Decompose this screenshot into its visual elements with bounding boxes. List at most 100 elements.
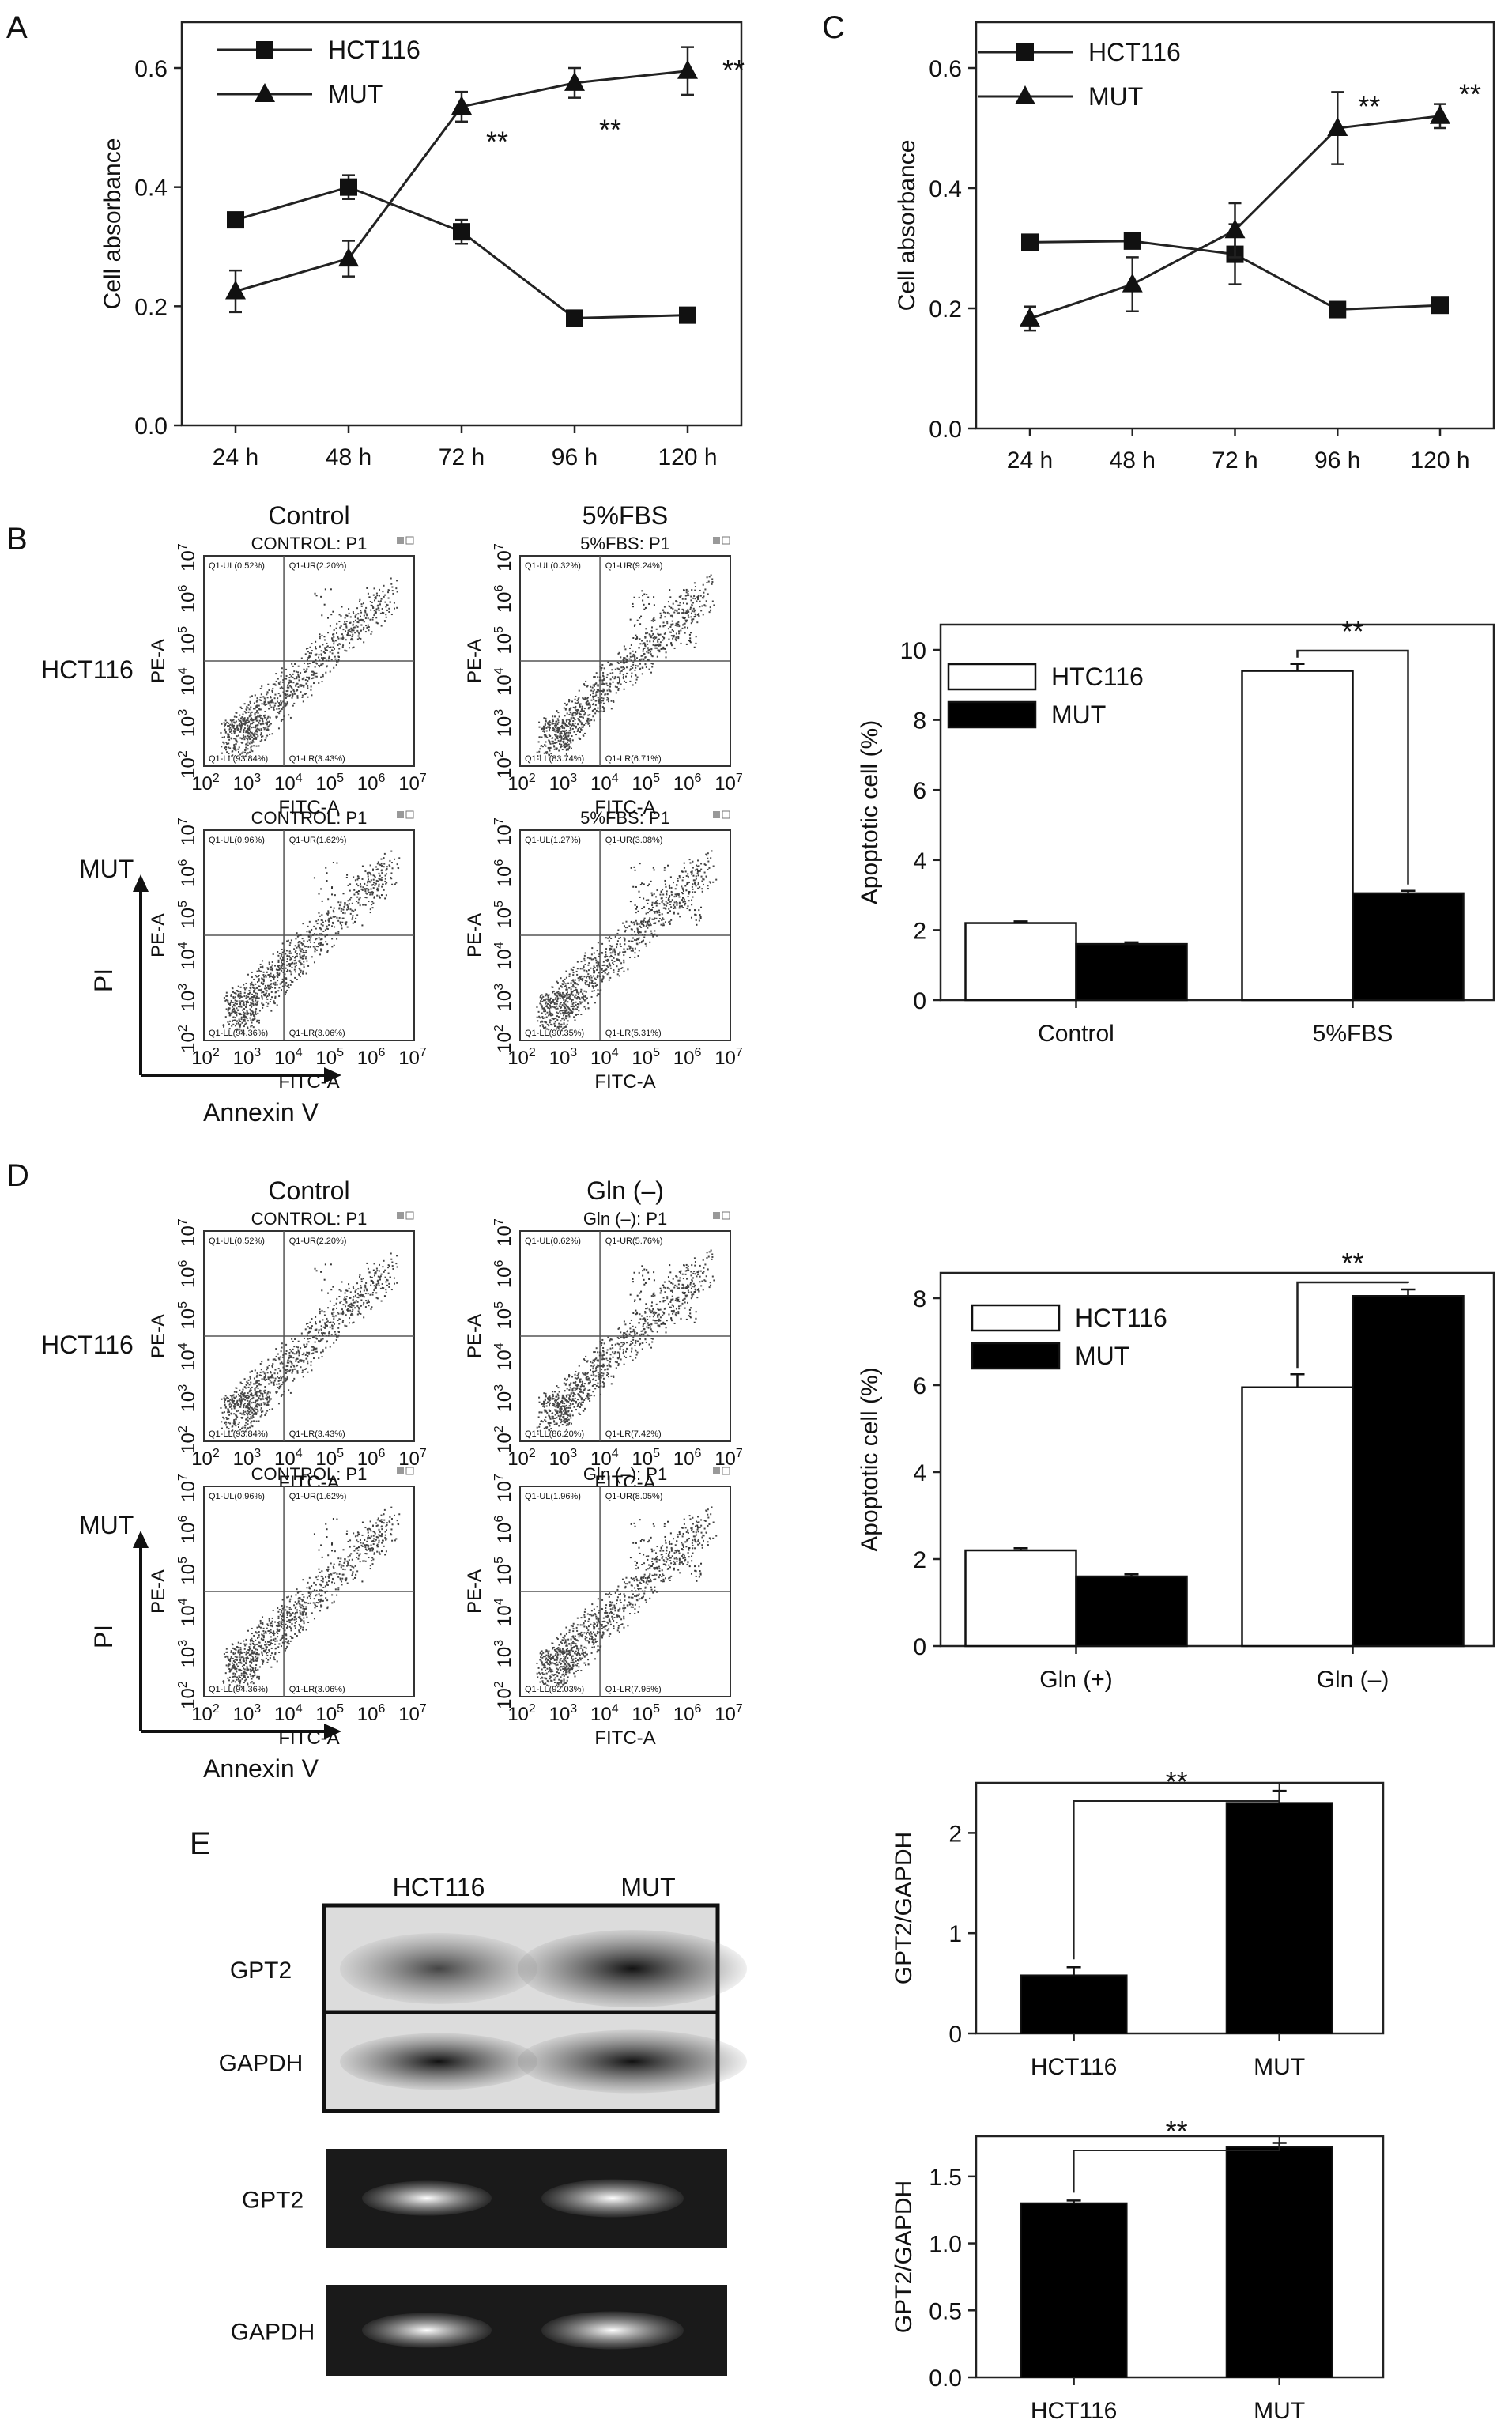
event-dot [540, 1003, 542, 1006]
event-dot [643, 906, 646, 908]
event-dot [266, 691, 269, 693]
event-dot [356, 625, 359, 628]
event-dot [282, 956, 285, 958]
event-dot [354, 632, 356, 634]
event-dot [339, 923, 341, 925]
event-dot [271, 689, 273, 692]
event-dot [239, 1002, 242, 1004]
event-dot [275, 716, 277, 719]
event-dot [364, 1286, 367, 1289]
event-dot [645, 945, 647, 947]
event-dot [243, 1014, 246, 1017]
x-tick-label: 96 h [552, 444, 598, 470]
event-dot [378, 883, 380, 885]
event-dot [582, 707, 584, 709]
event-dot [238, 1422, 240, 1424]
event-dot [300, 684, 303, 686]
event-dot [680, 595, 682, 597]
event-dot [538, 736, 541, 738]
event-dot [253, 702, 255, 704]
event-dot [377, 600, 379, 602]
event-dot [705, 853, 707, 855]
event-dot [333, 1323, 335, 1325]
event-dot [370, 1308, 372, 1311]
event-dot [660, 890, 662, 893]
event-dot [579, 715, 581, 718]
event-dot [575, 983, 578, 985]
event-dot [281, 957, 284, 959]
event-dot [352, 922, 354, 924]
event-dot [322, 1326, 325, 1328]
event-dot [625, 920, 628, 923]
event-dot [224, 728, 226, 731]
event-dot [266, 729, 268, 731]
event-dot [636, 619, 639, 621]
event-dot [225, 995, 228, 997]
event-dot [639, 896, 641, 898]
event-dot [673, 912, 675, 915]
event-dot [285, 970, 288, 972]
event-dot [292, 676, 294, 678]
event-dot [306, 659, 308, 661]
event-dot [270, 1010, 273, 1012]
event-dot [564, 1013, 566, 1015]
event-dot [553, 1025, 556, 1027]
event-dot [559, 742, 561, 745]
quadrant-ur-label: Q1-UR(2.20%) [289, 561, 347, 571]
event-dot [541, 736, 543, 738]
event-dot [295, 683, 297, 685]
event-dot [341, 927, 343, 930]
legend-marker-square [256, 41, 273, 59]
x-tick-label: MUT [1254, 2054, 1305, 2080]
event-dot [243, 991, 246, 994]
event-dot [608, 939, 610, 942]
event-dot [337, 644, 339, 647]
event-dot [360, 610, 362, 612]
event-dot [639, 663, 642, 665]
event-dot [684, 626, 686, 629]
event-dot [564, 985, 567, 987]
event-dot [249, 1406, 251, 1408]
event-dot [260, 717, 262, 719]
event-dot [365, 1300, 368, 1302]
event-dot [537, 741, 540, 743]
event-dot [676, 601, 678, 603]
event-dot [251, 1021, 253, 1024]
event-dot [262, 1392, 264, 1395]
event-dot [349, 1305, 352, 1308]
event-dot [251, 739, 254, 742]
event-dot [669, 923, 671, 925]
event-dot [352, 1322, 354, 1324]
event-dot [609, 664, 611, 666]
event-dot [564, 734, 566, 736]
event-dot [655, 896, 658, 898]
event-dot [235, 1413, 237, 1415]
event-dot [222, 1416, 224, 1418]
event-dot [543, 1010, 545, 1013]
event-dot [285, 1369, 287, 1372]
event-dot [259, 963, 262, 965]
event-dot [692, 888, 694, 890]
event-dot [601, 967, 603, 969]
event-dot [637, 938, 639, 941]
event-dot [546, 1006, 549, 1008]
event-dot [268, 963, 270, 965]
event-dot [258, 997, 260, 999]
event-dot [565, 745, 567, 747]
bar [1225, 2146, 1333, 2379]
event-dot [350, 897, 353, 899]
event-dot [233, 1424, 236, 1426]
event-dot [247, 748, 249, 750]
event-dot [617, 687, 620, 689]
event-dot [277, 697, 279, 700]
event-dot [669, 904, 672, 906]
event-dot [231, 723, 233, 726]
event-dot [652, 934, 654, 936]
event-dot [266, 1366, 269, 1369]
event-dot [239, 986, 242, 988]
event-dot [302, 950, 304, 952]
event-dot [247, 1026, 249, 1029]
event-dot [578, 719, 580, 722]
event-dot [332, 909, 334, 912]
